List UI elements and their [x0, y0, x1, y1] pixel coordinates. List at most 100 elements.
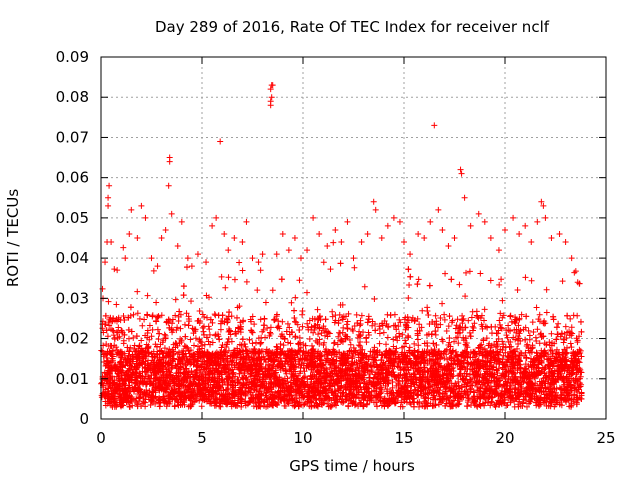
cloud-point [523, 342, 530, 349]
cloud-point [429, 402, 436, 409]
cloud-point [402, 321, 409, 328]
cloud-point [301, 401, 308, 408]
cloud-point [261, 315, 268, 322]
cloud-point [487, 402, 494, 409]
cloud-point [376, 326, 383, 333]
cloud-point [454, 316, 461, 323]
cloud-point [516, 328, 523, 335]
cloud-point [135, 351, 142, 358]
cloud-point [416, 321, 423, 328]
cloud-point [559, 278, 566, 285]
cloud-point [296, 358, 303, 365]
cloud-point [308, 402, 315, 409]
cloud-point [358, 312, 365, 319]
cloud-point [252, 400, 259, 407]
cloud-point [275, 318, 282, 325]
cloud-point [213, 402, 220, 409]
cloud-point [509, 377, 516, 384]
cloud-point [500, 396, 507, 403]
cloud-point [231, 276, 238, 283]
cloud-point [154, 326, 161, 333]
cloud-point [265, 383, 272, 390]
cloud-point [192, 326, 199, 333]
cloud-point [365, 316, 372, 323]
cloud-point [422, 391, 429, 398]
cloud-point [418, 324, 425, 331]
cloud-point [372, 388, 379, 395]
cloud-point [437, 321, 444, 328]
cloud-point [160, 368, 167, 375]
cloud-point [284, 320, 291, 327]
cloud-point [577, 380, 584, 387]
cloud-point [576, 333, 583, 340]
cloud-point [306, 317, 313, 324]
cloud-point [360, 403, 367, 410]
cloud-point [186, 318, 193, 325]
cloud-point [480, 337, 487, 344]
cloud-point [331, 319, 338, 326]
cloud-point [378, 402, 385, 409]
cloud-point [517, 327, 524, 334]
cloud-point [327, 266, 334, 273]
cloud-point [141, 390, 148, 397]
cloud-point [115, 324, 122, 331]
cloud-point [148, 333, 155, 340]
cloud-point [365, 331, 372, 338]
cloud-point [535, 359, 542, 366]
cloud-point [134, 310, 141, 317]
cloud-point [510, 334, 517, 341]
cloud-point [523, 403, 530, 410]
cloud-point [488, 398, 495, 405]
cloud-point [211, 311, 218, 318]
cloud-point [306, 336, 313, 343]
cloud-point [393, 326, 400, 333]
cloud-point [190, 330, 197, 337]
cloud-point [443, 328, 450, 335]
cloud-point [144, 327, 151, 334]
cloud-point [120, 313, 127, 320]
cloud-point [455, 340, 462, 347]
cloud-point [172, 296, 179, 303]
cloud-point [245, 368, 252, 375]
cloud-point [282, 367, 289, 374]
cloud-point [502, 378, 509, 385]
cloud-point [418, 359, 425, 366]
cloud-point [500, 341, 507, 348]
cloud-point [305, 384, 312, 391]
cloud-point [193, 396, 200, 403]
cloud-point [178, 337, 185, 344]
cloud-point [456, 281, 463, 288]
cloud-point [473, 402, 480, 409]
cloud-point [262, 299, 269, 306]
cloud-point [448, 319, 455, 326]
cloud-point [499, 314, 506, 321]
cloud-point [344, 318, 351, 325]
cloud-point [217, 326, 224, 333]
cloud-point [498, 276, 505, 283]
cloud-point [460, 315, 467, 322]
cloud-point [126, 384, 133, 391]
cloud-point [188, 298, 195, 305]
cloud-point [489, 366, 496, 373]
cloud-point [162, 332, 169, 339]
cloud-point [163, 403, 170, 410]
cloud-point [353, 311, 360, 318]
cloud-point [299, 323, 306, 330]
cloud-point [333, 364, 340, 371]
cloud-point [113, 351, 120, 358]
cloud-point [318, 330, 325, 337]
cloud-point [528, 277, 535, 284]
cloud-point [380, 329, 387, 336]
cloud-point [405, 294, 412, 301]
cloud-point [206, 331, 213, 338]
cloud-point [181, 321, 188, 328]
cloud-point [236, 303, 243, 310]
cloud-point [331, 388, 338, 395]
cloud-point [113, 301, 120, 308]
cloud-point [174, 324, 181, 331]
cloud-point [464, 403, 471, 410]
cloud-point [521, 378, 528, 385]
cloud-point [518, 311, 525, 318]
